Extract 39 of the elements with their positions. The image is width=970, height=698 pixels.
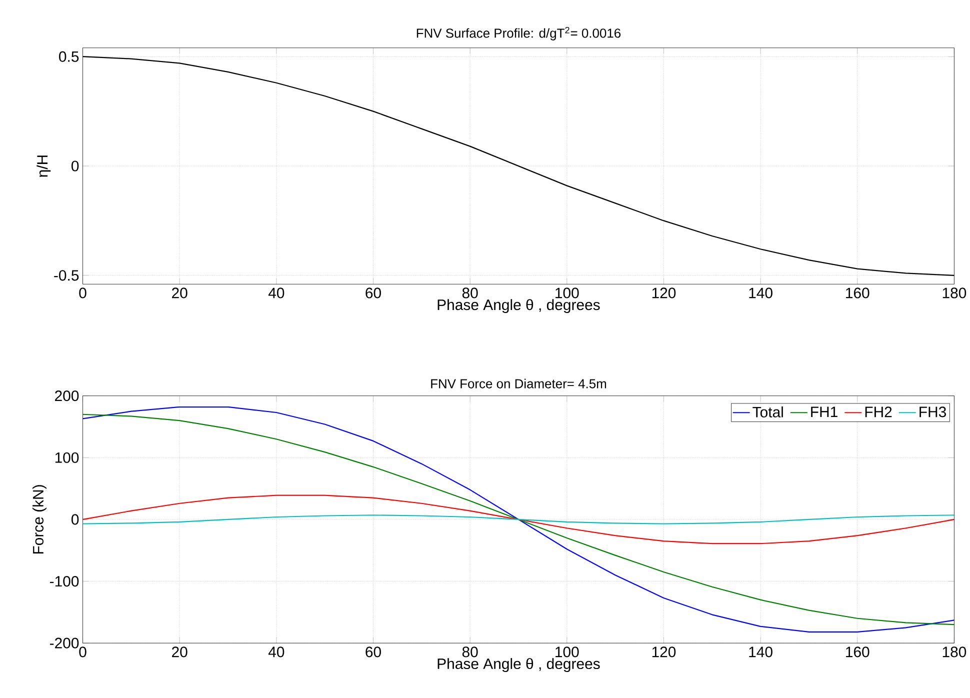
x-tick-label: 0 <box>79 288 86 298</box>
x-tick-label: 60 <box>366 288 381 298</box>
x-tick-label: 160 <box>846 646 870 658</box>
y-axis-title: Force (kN) <box>32 485 46 554</box>
y-tick-label: -100 <box>50 576 79 587</box>
x-tick-label: 20 <box>172 288 188 298</box>
x-tick-label: 40 <box>268 288 284 298</box>
x-tick-label: 100 <box>556 646 579 658</box>
y-tick-label: -200 <box>50 638 79 648</box>
x-tick-label: 180 <box>942 646 966 658</box>
line-series <box>82 514 954 524</box>
legend-label: Total <box>752 406 783 418</box>
x-tick-label: 140 <box>749 288 772 298</box>
y-tick-label: 0 <box>72 160 79 172</box>
legend-label: FH3 <box>920 406 946 418</box>
y-tick-label: -0.5 <box>54 270 79 281</box>
x-tick-label: 80 <box>462 288 478 298</box>
x-tick-label: 160 <box>846 288 870 298</box>
y-tick-label: 100 <box>55 452 79 463</box>
x-tick-label: 120 <box>652 288 676 298</box>
y-axis-title: η/H <box>36 156 51 177</box>
x-tick-label: 140 <box>749 646 772 658</box>
x-tick-label: 120 <box>652 646 676 658</box>
legend-label: FH2 <box>865 406 892 418</box>
x-axis-title: Phase Angle θ , degrees <box>438 658 600 672</box>
chart-title: FNV Force on Diameter= 4.5m <box>431 378 606 388</box>
y-tick-label: 200 <box>55 390 79 402</box>
y-tick-label: 0.5 <box>59 51 79 62</box>
x-axis-title: Phase Angle θ , degrees <box>438 299 600 314</box>
chart-title: FNV Surface Profile: d/gT$^{2}$= 0.0016 <box>416 27 621 40</box>
x-tick-label: 60 <box>366 646 381 658</box>
x-tick-label: 20 <box>172 646 188 658</box>
x-tick-label: 0 <box>79 646 86 658</box>
legend-label: FH1 <box>811 406 838 418</box>
y-tick-label: 0 <box>72 514 79 525</box>
x-tick-label: 180 <box>942 288 966 298</box>
x-tick-label: 40 <box>268 646 284 658</box>
x-tick-label: 100 <box>556 288 579 298</box>
x-tick-label: 80 <box>462 646 478 658</box>
